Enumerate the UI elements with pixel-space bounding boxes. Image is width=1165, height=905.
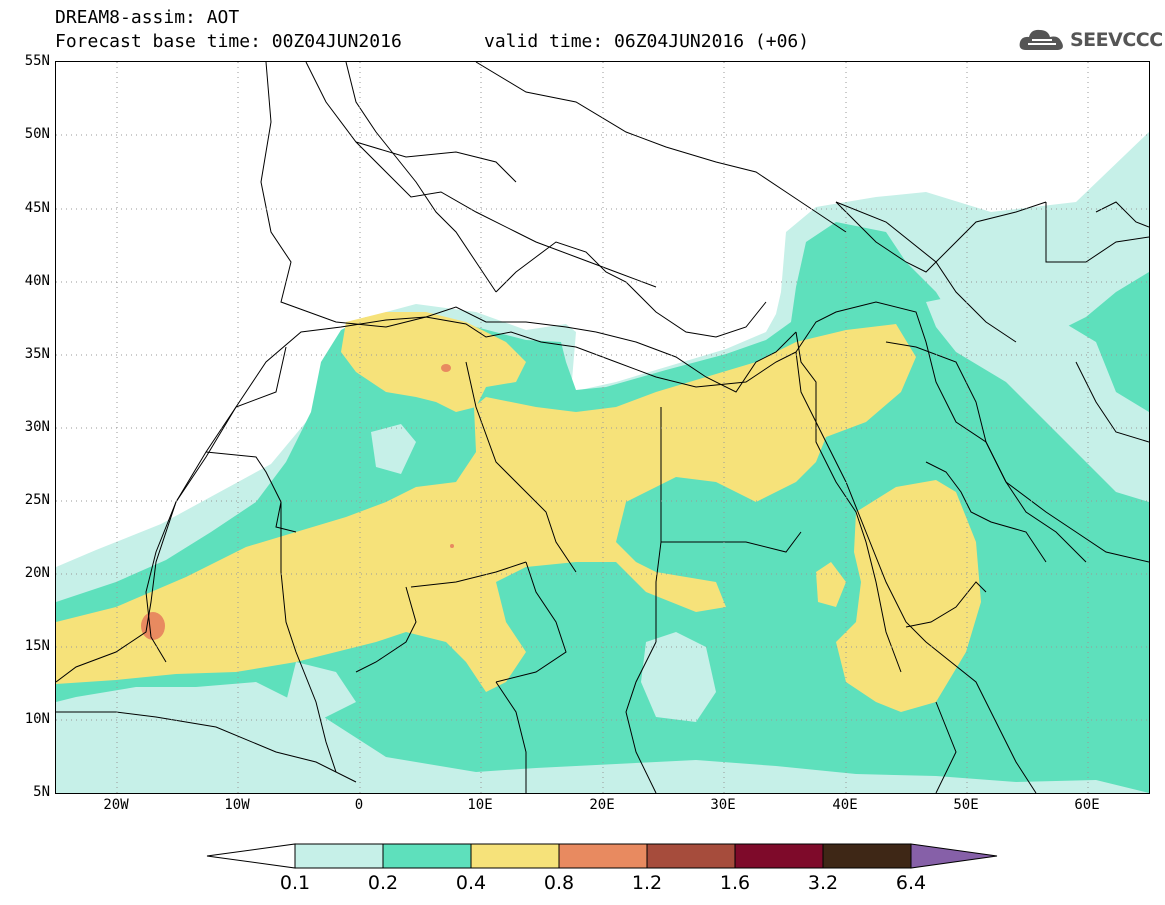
colorbar-swatch bbox=[822, 843, 912, 869]
logo-text: SEEVCCC bbox=[1070, 29, 1163, 51]
colorbar-label: 0.1 bbox=[279, 872, 311, 894]
colorbar-label: 0.8 bbox=[543, 872, 575, 894]
colorbar-label: 0.2 bbox=[367, 872, 399, 894]
colorbar-swatch bbox=[734, 843, 824, 869]
lat-tick-label: 25N bbox=[24, 492, 50, 508]
colorbar-high-arrow bbox=[910, 843, 998, 869]
colorbar-swatch bbox=[558, 843, 648, 869]
coastlines bbox=[56, 62, 1149, 793]
colorbar-swatch bbox=[382, 843, 472, 869]
colorbar-swatch bbox=[294, 843, 384, 869]
lat-tick-label: 30N bbox=[24, 419, 50, 435]
colorbar-swatch bbox=[470, 843, 560, 869]
lat-tick-label: 50N bbox=[24, 126, 50, 142]
aot-map bbox=[55, 61, 1150, 794]
map-title: DREAM8-assim: AOT bbox=[55, 7, 240, 28]
colorbar-label: 6.4 bbox=[895, 872, 927, 894]
seevccc-logo: SEEVCCC bbox=[1018, 26, 1163, 54]
contour-0.4-0.8 bbox=[56, 312, 981, 712]
colorbar-label: 3.2 bbox=[807, 872, 839, 894]
cloud-icon bbox=[1019, 29, 1063, 50]
lat-tick-label: 15N bbox=[24, 638, 50, 654]
valid-time: valid time: 06Z04JUN2016 (+06) bbox=[484, 31, 810, 52]
lat-tick-label: 40N bbox=[24, 273, 50, 289]
lat-tick-label: 20N bbox=[24, 565, 50, 581]
lon-tick-label: 40E bbox=[832, 797, 858, 813]
lat-tick-label: 45N bbox=[24, 200, 50, 216]
aot-field bbox=[56, 62, 1149, 793]
contour-0.1-0.2-inland bbox=[286, 292, 1149, 722]
forecast-base-time: Forecast base time: 00Z04JUN2016 bbox=[55, 31, 402, 52]
contour-0.8-1.2 bbox=[141, 364, 454, 640]
colorbar-label: 0.4 bbox=[455, 872, 487, 894]
lon-tick-label: 10W bbox=[224, 797, 250, 813]
lon-tick-label: 0 bbox=[354, 797, 364, 813]
lon-tick-label: 60E bbox=[1074, 797, 1100, 813]
colorbar-label: 1.6 bbox=[719, 872, 751, 894]
lon-tick-label: 20W bbox=[103, 797, 129, 813]
colorbar bbox=[205, 838, 1000, 878]
lat-tick-label: 5N bbox=[33, 784, 50, 800]
lat-tick-label: 10N bbox=[24, 711, 50, 727]
colorbar-swatch bbox=[646, 843, 736, 869]
lat-tick-label: 55N bbox=[24, 53, 50, 69]
lon-tick-label: 20E bbox=[589, 797, 615, 813]
lon-tick-label: 30E bbox=[710, 797, 736, 813]
lat-tick-label: 35N bbox=[24, 346, 50, 362]
lon-tick-label: 50E bbox=[953, 797, 979, 813]
colorbar-low-arrow bbox=[206, 843, 296, 869]
lat-lon-grid bbox=[56, 62, 1149, 793]
lon-tick-label: 10E bbox=[467, 797, 493, 813]
colorbar-label: 1.2 bbox=[631, 872, 663, 894]
colorbar-swatches bbox=[206, 843, 998, 869]
